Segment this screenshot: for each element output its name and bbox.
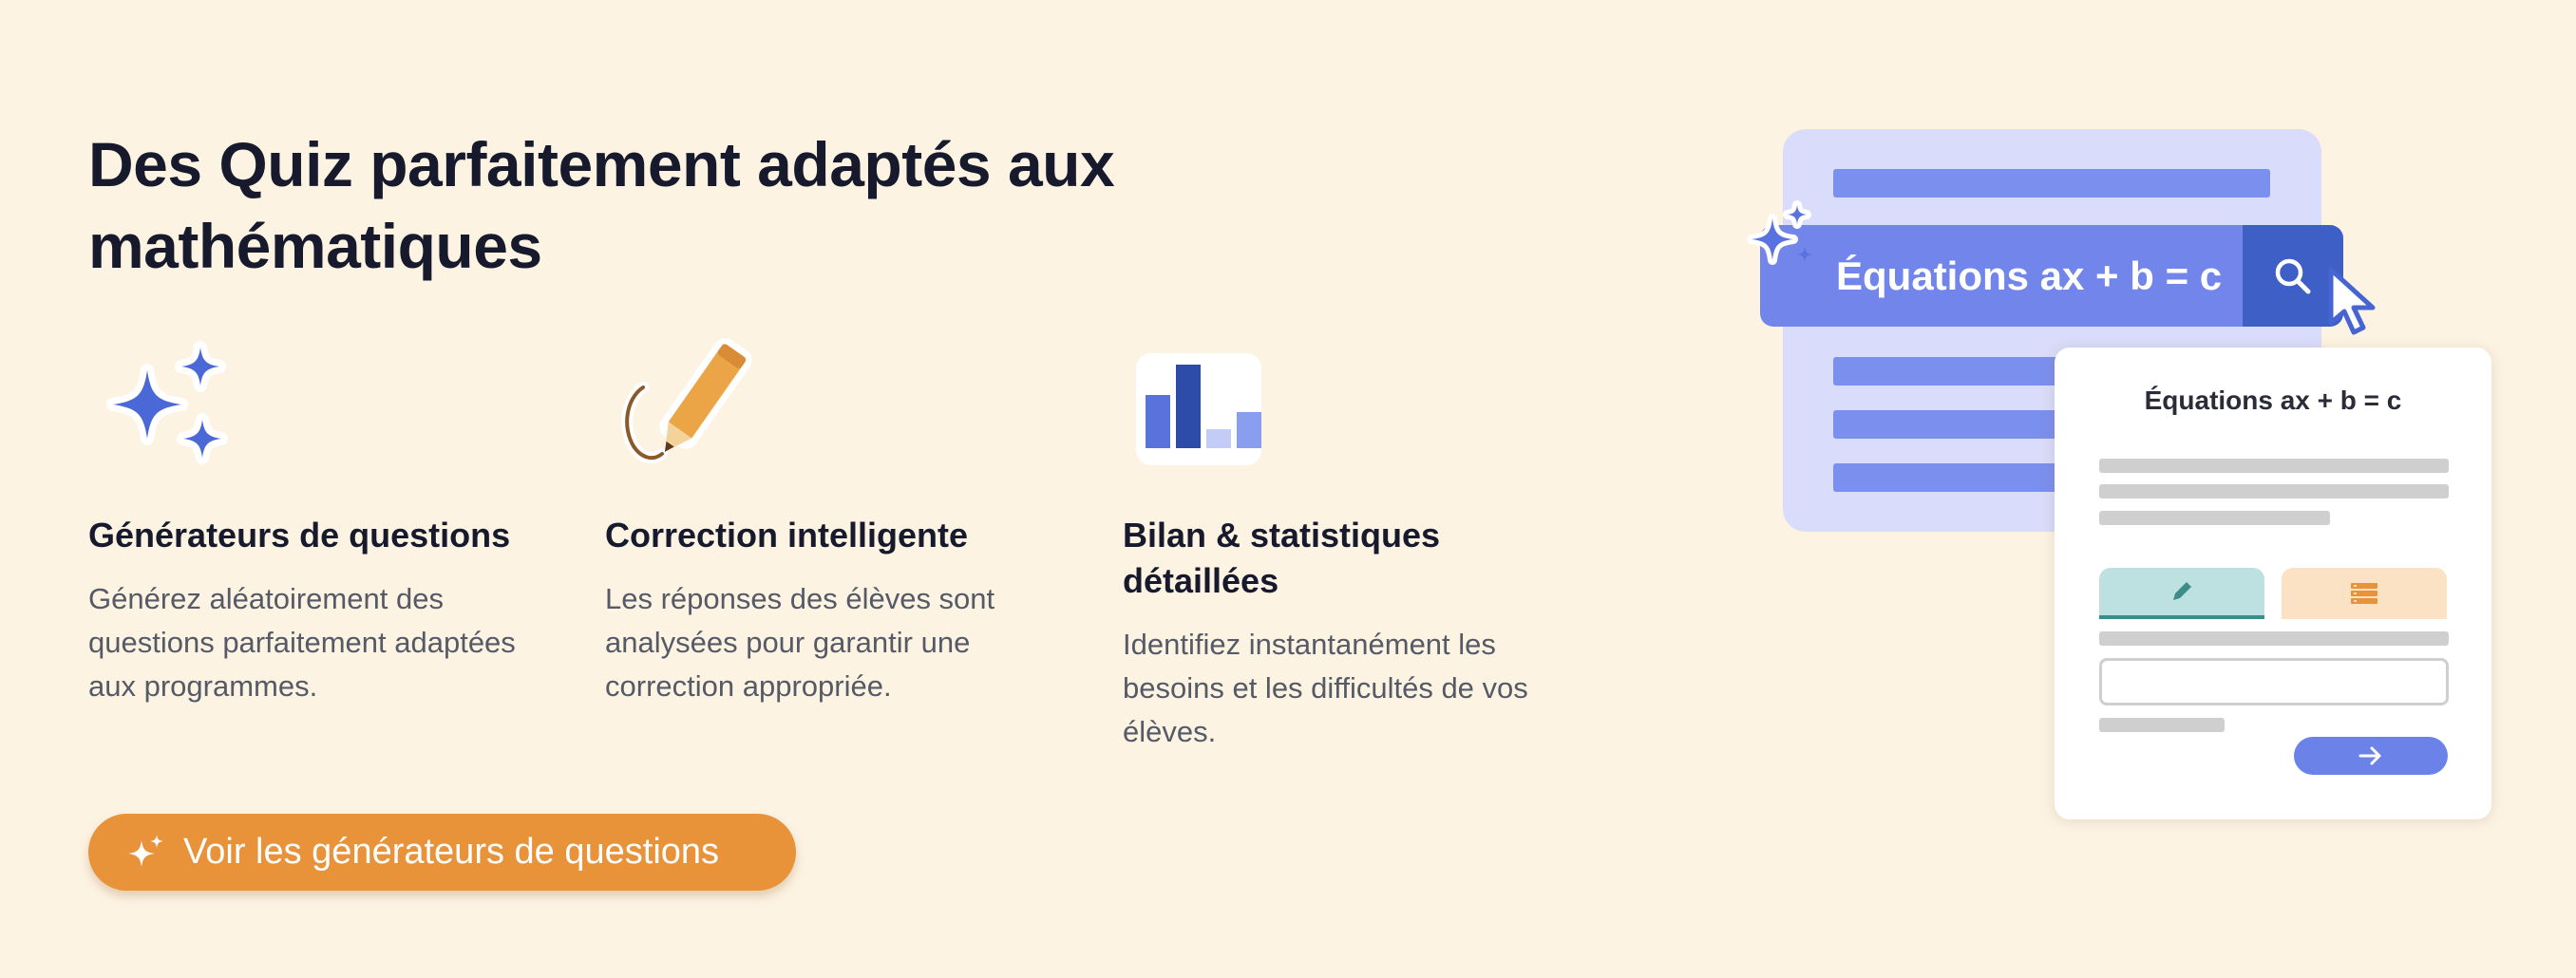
search-icon (2275, 258, 2311, 293)
pencil-icon (2173, 582, 2191, 600)
feature-title: Générateurs de questions (88, 516, 511, 555)
text-line (1833, 169, 2270, 197)
list-icon (2351, 583, 2377, 604)
page-title: Des Quiz parfaitement adaptés aux mathém… (88, 129, 1115, 281)
text-line (2099, 459, 2449, 473)
feature-smart-correction: Correction intelligente Les réponses des… (605, 332, 1051, 703)
sparkles-icon (106, 341, 228, 464)
search-query: Équations ax + b = c (1836, 254, 2223, 298)
sparkles-icon (1747, 200, 1812, 265)
search-button[interactable] (2243, 225, 2343, 327)
card-title: Équations ax + b = c (2144, 386, 2402, 415)
feature-description: Générez aléatoirement des questions parf… (88, 582, 516, 703)
feature-title: Bilan & statistiques détaillées (1123, 516, 1441, 600)
tab-list[interactable] (2282, 568, 2447, 619)
bar-chart-icon (1136, 353, 1261, 465)
answer-input[interactable] (2099, 658, 2449, 705)
view-generators-button[interactable]: Voir les générateurs de questions (88, 814, 796, 891)
feature-title: Correction intelligente (605, 516, 969, 555)
feature-description: Les réponses des élèves sont analysées p… (605, 582, 995, 703)
cta-label: Voir les générateurs de questions (183, 832, 720, 872)
next-button[interactable] (2294, 737, 2448, 775)
arrow-right-icon (2358, 746, 2381, 765)
text-line (2099, 484, 2449, 498)
text-line (2099, 718, 2225, 732)
quiz-card: Équations ax + b = c (2055, 348, 2491, 819)
feature-question-generators: Générateurs de questions Générez aléatoi… (88, 332, 535, 703)
text-line (2099, 631, 2449, 646)
feature-statistics: Bilan & statistiques détaillées Identifi… (1123, 332, 1569, 748)
sparkles-icon (128, 834, 163, 867)
text-line (2099, 511, 2330, 525)
pencil-icon (621, 338, 752, 464)
tab-edit[interactable] (2099, 568, 2264, 619)
feature-description: Identifiez instantanément les besoins et… (1123, 628, 1528, 748)
cursor-icon (2328, 267, 2376, 335)
search-bar[interactable]: Équations ax + b = c (1760, 225, 2343, 327)
